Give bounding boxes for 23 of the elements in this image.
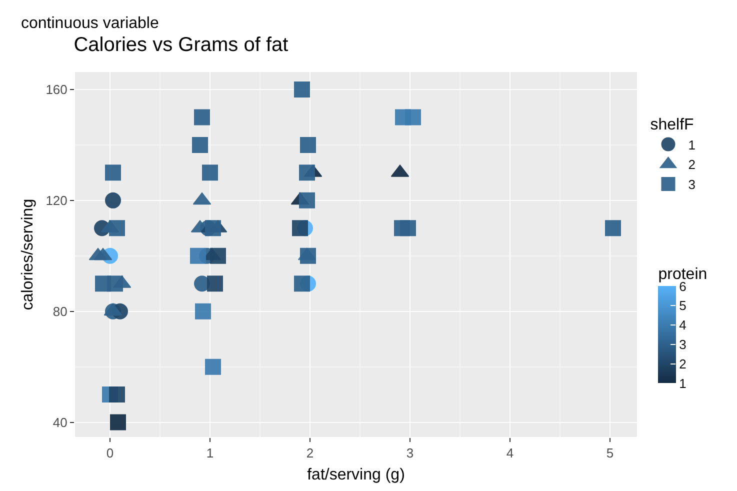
x-tick-label: 3	[406, 446, 414, 461]
color-bar-label: 3	[679, 336, 686, 352]
color-bar-label: 2	[679, 356, 686, 372]
text: continuous variable	[21, 15, 159, 32]
x-tick-label: 4	[506, 446, 514, 461]
legend-label: 3	[688, 177, 696, 192]
x-tick-label: 2	[306, 446, 314, 461]
x-tick-label: 1	[206, 446, 214, 461]
color-bar-label: 4	[679, 318, 686, 333]
color-bar-label: 1	[679, 376, 686, 391]
x-axis-title: fat/serving (g)	[307, 466, 405, 484]
legend-label: 2	[688, 157, 696, 172]
y-tick-label: 80	[52, 304, 68, 319]
y-axis-title: calories/serving	[20, 198, 37, 310]
legend-title: shelfF	[650, 116, 694, 134]
x-tick-label: 5	[606, 446, 614, 461]
y-tick-label: 120	[46, 192, 68, 208]
legend-label: 1	[688, 137, 696, 152]
y-tick-label: 40	[52, 414, 68, 430]
chart-title: Calories vs Grams of fat	[74, 34, 289, 56]
y-tick-label: 160	[46, 82, 68, 98]
color-bar-label: 5	[679, 298, 686, 314]
x-tick-label: 0	[106, 446, 114, 461]
